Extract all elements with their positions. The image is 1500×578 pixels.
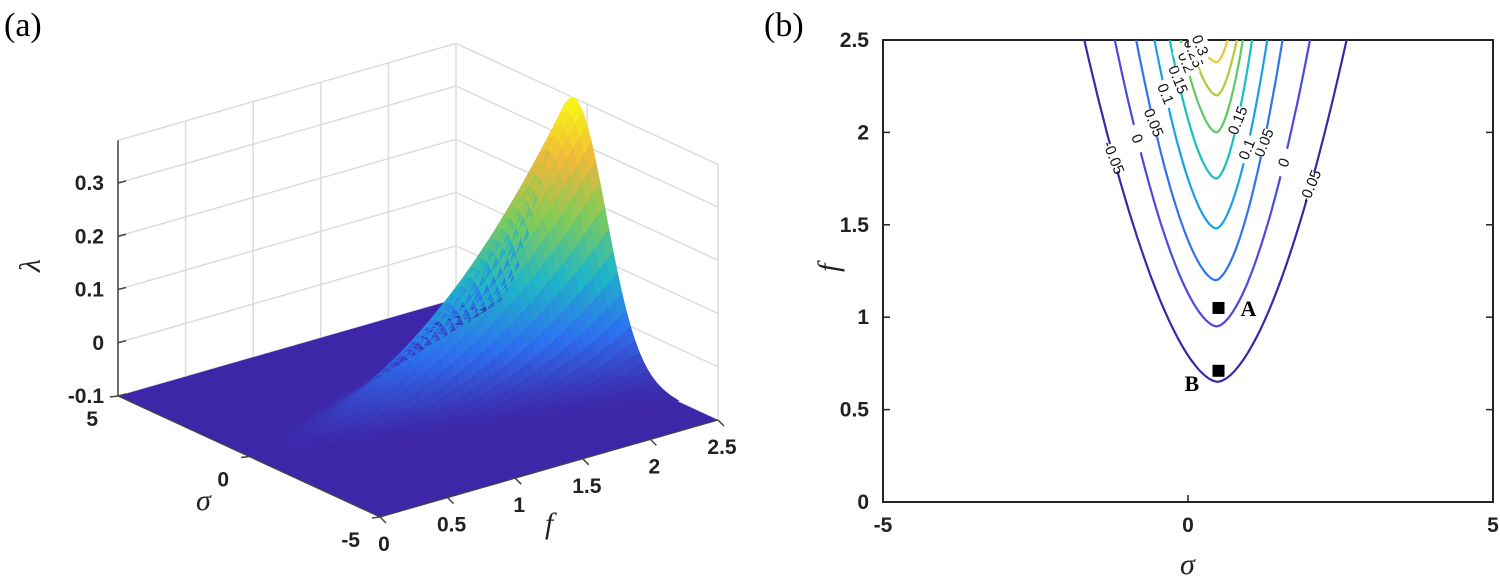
panel-b-y-ticks: 0 0.5 1 1.5 2 2.5 [840, 29, 1493, 514]
f-tick-label: 2.5 [707, 436, 737, 459]
contour-label-bg [1186, 29, 1214, 62]
panel-a-surface-mesh [118, 97, 718, 517]
contour-label: -0.05 [1099, 139, 1128, 177]
surface-patch [666, 397, 680, 404]
f-tick-mark [649, 438, 657, 446]
grid-line [117, 42, 719, 166]
z-tick-label: 0 [92, 332, 104, 355]
point-label-a: A [1241, 296, 1257, 321]
panel-a-surface: (a) -0.1 0 0.1 0.2 0.3 5 0 -5 0 0.5 1 1.5 2 2.5 λ σ… [4, 7, 737, 556]
f-tick-label: 1 [513, 494, 525, 517]
panel-b-points: AB [1185, 296, 1257, 396]
f-axis-line [379, 419, 719, 518]
contour-label-bg [1179, 37, 1207, 70]
f-tick-label: 0.5 [437, 514, 467, 537]
panel-b-x-axis-label: σ [1180, 548, 1196, 578]
f-tick-mark [379, 516, 387, 524]
contour-label-bg [1296, 169, 1325, 203]
contour-label-bg [1100, 141, 1128, 175]
f-tick-label: 1.5 [572, 475, 602, 498]
panel-a-label: (a) [4, 7, 42, 44]
z-tick-mark [117, 180, 127, 184]
sigma-tick-mark [371, 516, 381, 519]
contour-label: -0.05 [1297, 167, 1326, 205]
y-tick-label: 1.5 [840, 214, 870, 237]
y-tick-label: 2 [857, 121, 869, 144]
point-marker-a [1212, 301, 1225, 314]
panel-b-y-axis-label: f [812, 260, 845, 272]
panel-b-contour: (b) -0.05-0.05 00 0.050.050.10.10.150.150.… [764, 7, 1499, 578]
z-tick-mark [117, 286, 127, 291]
contour-line [1113, 39, 1312, 328]
f-tick-mark [582, 458, 590, 466]
contour-line [1179, 39, 1244, 134]
z-tick-mark [117, 340, 127, 344]
f-tick-mark [717, 419, 725, 427]
panel-a-sigma-ticks: 5 0 -5 [86, 395, 381, 552]
x-tick-label: -5 [874, 514, 893, 537]
contour-label-bg [1123, 122, 1151, 156]
contour-label-bg [1270, 146, 1298, 179]
f-tick-label: 0 [378, 533, 390, 556]
sigma-tick-label: -5 [341, 529, 360, 552]
z-tick-mark [117, 393, 127, 397]
panel-b-x-ticks: -5 0 5 [874, 40, 1499, 537]
contour-line [1083, 39, 1348, 384]
x-tick-label: 0 [1182, 514, 1194, 537]
y-tick-label: 0 [857, 491, 869, 514]
contour-label: 0.3 [1188, 33, 1212, 59]
sigma-tick-label: 5 [86, 408, 98, 431]
contour-label-bg [1140, 106, 1168, 140]
z-tick-label: -0.1 [68, 385, 105, 408]
contour-label-bg [1233, 133, 1261, 166]
panel-a-sigma-axis-label: σ [196, 484, 212, 517]
sigma-tick-mark [240, 455, 250, 459]
panel-a-f-axis-label: f [545, 507, 557, 540]
point-marker-b [1212, 364, 1225, 377]
y-tick-label: 1 [857, 306, 869, 329]
y-tick-label: 0.5 [840, 399, 870, 422]
z-tick-label: 0.3 [75, 172, 104, 195]
panel-b-contour-lines [1083, 39, 1348, 384]
contour-label: 0.1 [1153, 81, 1177, 107]
contour-label: 0.1 [1236, 137, 1260, 163]
contour-label-bg [1151, 77, 1180, 111]
contour-label-bg [1164, 63, 1192, 97]
panel-a-f-ticks: 0 0.5 1 1.5 2 2.5 [378, 419, 737, 556]
contour-line [1153, 39, 1269, 230]
panel-a-z-ticks: -0.1 0 0.1 0.2 0.3 [68, 172, 127, 408]
z-tick-label: 0.2 [75, 225, 104, 248]
x-tick-label: 5 [1487, 514, 1499, 537]
grid-line [117, 85, 719, 208]
panel-a-z-axis-label: λ [14, 259, 47, 273]
contour-line [1188, 39, 1238, 97]
f-tick-mark [447, 497, 455, 505]
f-tick-label: 2 [649, 455, 661, 478]
z-tick-mark [117, 233, 127, 237]
sigma-tick-label: 0 [217, 469, 229, 492]
y-tick-label: 2.5 [840, 29, 870, 52]
contour-label-bg [1250, 126, 1278, 160]
panel-b-plot-frame [882, 39, 1494, 503]
z-tick-label: 0.1 [75, 279, 105, 302]
contour-label-bg [1172, 45, 1200, 79]
contour-line [1135, 39, 1284, 282]
contour-label-bg [1224, 104, 1252, 137]
f-tick-mark [514, 477, 522, 485]
point-label-b: B [1185, 371, 1200, 396]
sigma-tick-mark [109, 395, 119, 398]
panel-b-label: (b) [764, 7, 804, 44]
